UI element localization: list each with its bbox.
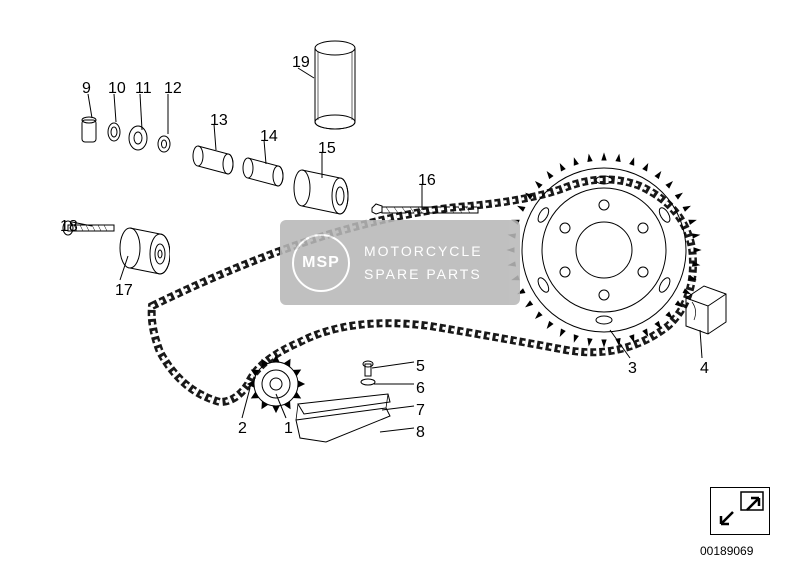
callout-17: 17 <box>115 282 133 300</box>
callout-5: 5 <box>416 358 425 376</box>
watermark-line1: MOTORCYCLE <box>364 240 483 262</box>
callout-13: 13 <box>210 112 228 130</box>
callout-2: 2 <box>238 420 247 438</box>
callout-12: 12 <box>164 80 182 98</box>
watermark-line2: SPARE PARTS <box>364 263 483 285</box>
callout-7: 7 <box>416 402 425 420</box>
callout-14: 14 <box>260 128 278 146</box>
corner-enlarge-icon <box>710 487 770 535</box>
part-damper <box>682 282 732 338</box>
callout-18: 18 <box>60 218 78 236</box>
callout-16: 16 <box>418 172 436 190</box>
part-big-sprocket <box>504 150 704 350</box>
watermark: MSP MOTORCYCLE SPARE PARTS <box>280 220 520 305</box>
parts-diagram: 12345678910111213141516171819 MSP MOTORC… <box>0 0 800 565</box>
callout-11: 11 <box>135 80 152 98</box>
callout-10: 10 <box>108 80 126 98</box>
callout-19: 19 <box>292 54 310 72</box>
callout-6: 6 <box>416 380 425 398</box>
watermark-text: MOTORCYCLE SPARE PARTS <box>364 240 483 285</box>
callout-1: 1 <box>284 420 293 438</box>
callout-3: 3 <box>628 360 637 378</box>
document-id: 00189069 <box>700 544 753 558</box>
callout-8: 8 <box>416 424 425 442</box>
callout-4: 4 <box>700 360 709 378</box>
callout-9: 9 <box>82 80 91 98</box>
callout-15: 15 <box>318 140 336 158</box>
part-chain-guide <box>290 356 410 450</box>
watermark-badge: MSP <box>292 234 350 292</box>
